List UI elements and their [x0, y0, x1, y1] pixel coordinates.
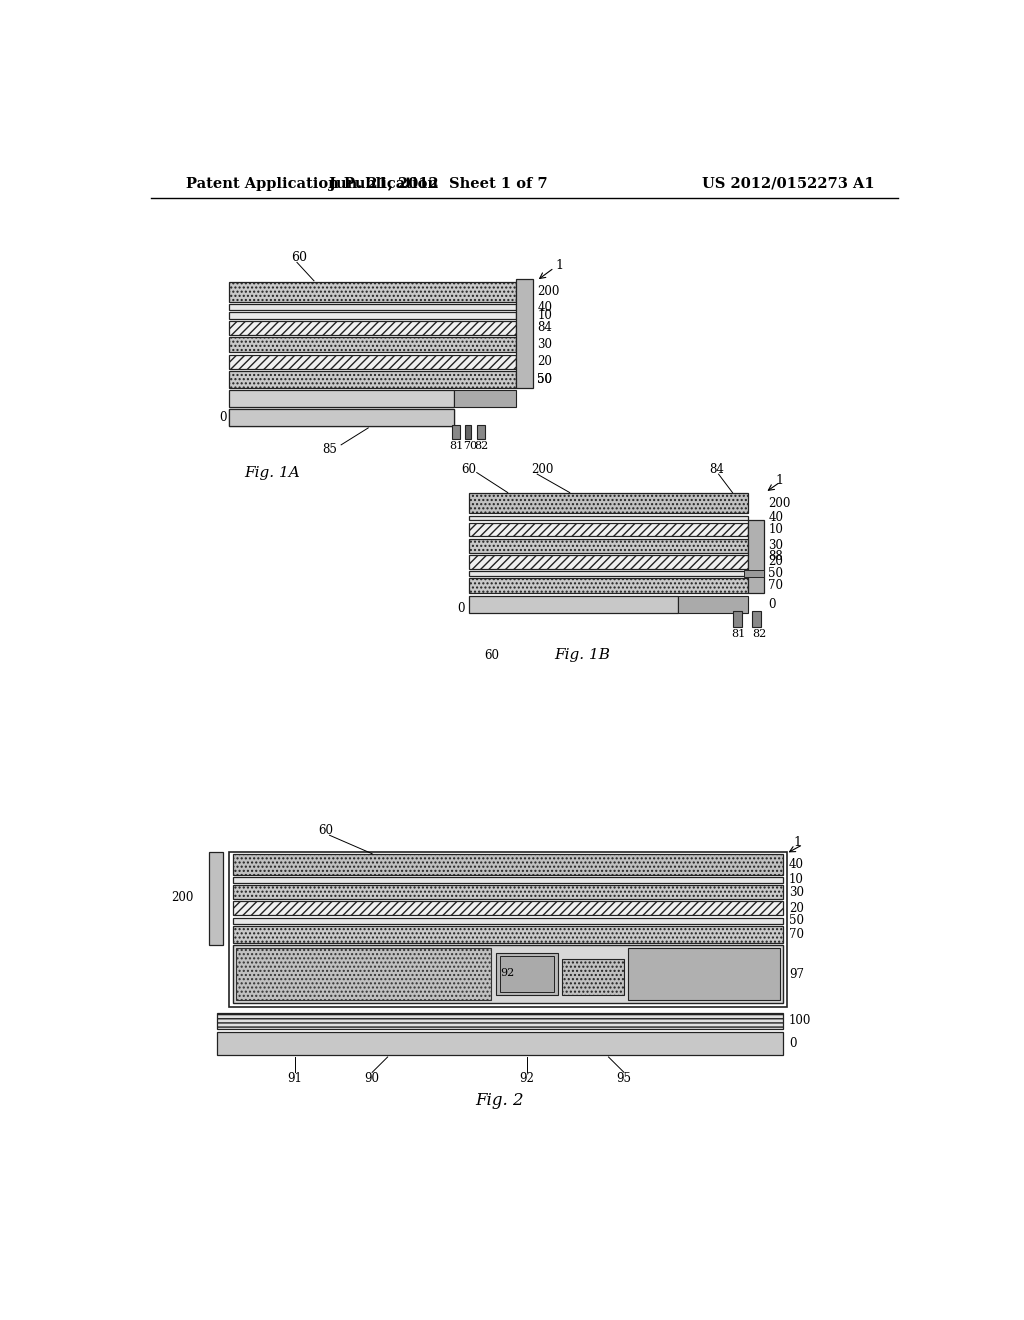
Text: Fig. 2: Fig. 2 [476, 1092, 524, 1109]
Bar [469, 595, 678, 612]
Text: 0: 0 [458, 602, 465, 615]
Text: 60: 60 [484, 648, 500, 661]
Bar [465, 425, 471, 438]
Text: 60: 60 [291, 251, 307, 264]
Text: 50: 50 [538, 372, 552, 385]
Bar [228, 337, 515, 352]
Text: 88: 88 [768, 550, 783, 564]
Text: 81: 81 [450, 441, 464, 451]
Bar [217, 1032, 783, 1056]
Text: 200: 200 [171, 891, 194, 904]
Text: 30: 30 [790, 886, 804, 899]
Text: 20: 20 [538, 355, 552, 368]
Text: Fig. 1A: Fig. 1A [245, 466, 300, 479]
Bar [515, 280, 532, 388]
Bar [228, 371, 515, 388]
Text: 200: 200 [531, 463, 553, 477]
Text: 200: 200 [538, 285, 559, 298]
Text: 40: 40 [768, 511, 783, 524]
Text: 60: 60 [461, 463, 476, 477]
Text: 95: 95 [616, 1072, 632, 1085]
Text: 200: 200 [768, 496, 791, 510]
Text: Jun. 21, 2012  Sheet 1 of 7: Jun. 21, 2012 Sheet 1 of 7 [329, 177, 547, 191]
Text: 82: 82 [752, 630, 766, 639]
Text: 92: 92 [500, 968, 514, 978]
Text: 1: 1 [556, 259, 564, 272]
Bar [469, 554, 748, 569]
Text: 70: 70 [463, 441, 477, 451]
Text: 0: 0 [219, 412, 227, 425]
Bar [228, 355, 515, 368]
Text: 0: 0 [790, 1038, 797, 1051]
Text: 20: 20 [768, 556, 783, 569]
Text: 90: 90 [365, 1072, 380, 1085]
Bar [228, 853, 786, 1007]
Bar [752, 611, 761, 627]
Text: 1: 1 [775, 474, 783, 487]
Text: 84: 84 [538, 321, 552, 334]
Bar [678, 595, 748, 612]
Bar [628, 948, 779, 1001]
Bar [228, 409, 454, 426]
Bar [469, 578, 748, 594]
Bar [469, 523, 748, 536]
Text: 70: 70 [768, 579, 783, 593]
Bar [454, 391, 515, 407]
Bar [228, 313, 515, 318]
Text: 81: 81 [731, 630, 745, 639]
Bar [232, 945, 783, 1003]
Text: 91: 91 [287, 1072, 302, 1085]
Text: 70: 70 [790, 928, 804, 941]
Text: 85: 85 [323, 444, 337, 455]
Text: 100: 100 [790, 1014, 811, 1027]
Bar [217, 1014, 783, 1028]
Text: 50: 50 [790, 915, 804, 927]
Text: 10: 10 [790, 874, 804, 887]
Bar [452, 425, 460, 438]
Bar [228, 409, 454, 426]
Bar [236, 948, 492, 1001]
Text: 1: 1 [793, 837, 801, 850]
Bar [469, 516, 748, 520]
Text: 40: 40 [538, 301, 552, 314]
Text: 20: 20 [790, 902, 804, 915]
Text: 60: 60 [317, 824, 333, 837]
Bar [732, 611, 741, 627]
Text: 82: 82 [474, 441, 488, 451]
Bar [562, 960, 624, 995]
Bar [500, 956, 554, 993]
Bar [228, 321, 515, 335]
Text: 84: 84 [710, 463, 724, 477]
Bar [209, 853, 223, 945]
Bar [469, 572, 748, 576]
Bar [232, 876, 783, 883]
Text: 30: 30 [538, 338, 552, 351]
Bar [744, 570, 764, 577]
Text: 10: 10 [768, 523, 783, 536]
Bar [228, 304, 515, 310]
Bar [228, 391, 454, 407]
Text: 0: 0 [768, 598, 775, 611]
Text: 40: 40 [790, 858, 804, 871]
Text: 30: 30 [768, 539, 783, 552]
Bar [232, 854, 783, 875]
Text: US 2012/0152273 A1: US 2012/0152273 A1 [701, 177, 874, 191]
Bar [477, 425, 484, 438]
Text: 10: 10 [538, 309, 552, 322]
Bar [469, 539, 748, 553]
Text: Patent Application Publication: Patent Application Publication [186, 177, 438, 191]
Bar [232, 902, 783, 915]
Text: 50: 50 [538, 372, 552, 385]
Bar [748, 520, 764, 594]
Text: 97: 97 [790, 968, 804, 981]
Text: 50: 50 [768, 566, 783, 579]
Bar [496, 953, 558, 995]
Bar [228, 281, 515, 302]
Bar [232, 927, 783, 942]
Text: Fig. 1B: Fig. 1B [554, 648, 610, 663]
Bar [469, 494, 748, 513]
Bar [232, 917, 783, 924]
Text: 92: 92 [520, 1072, 535, 1085]
Bar [232, 886, 783, 899]
